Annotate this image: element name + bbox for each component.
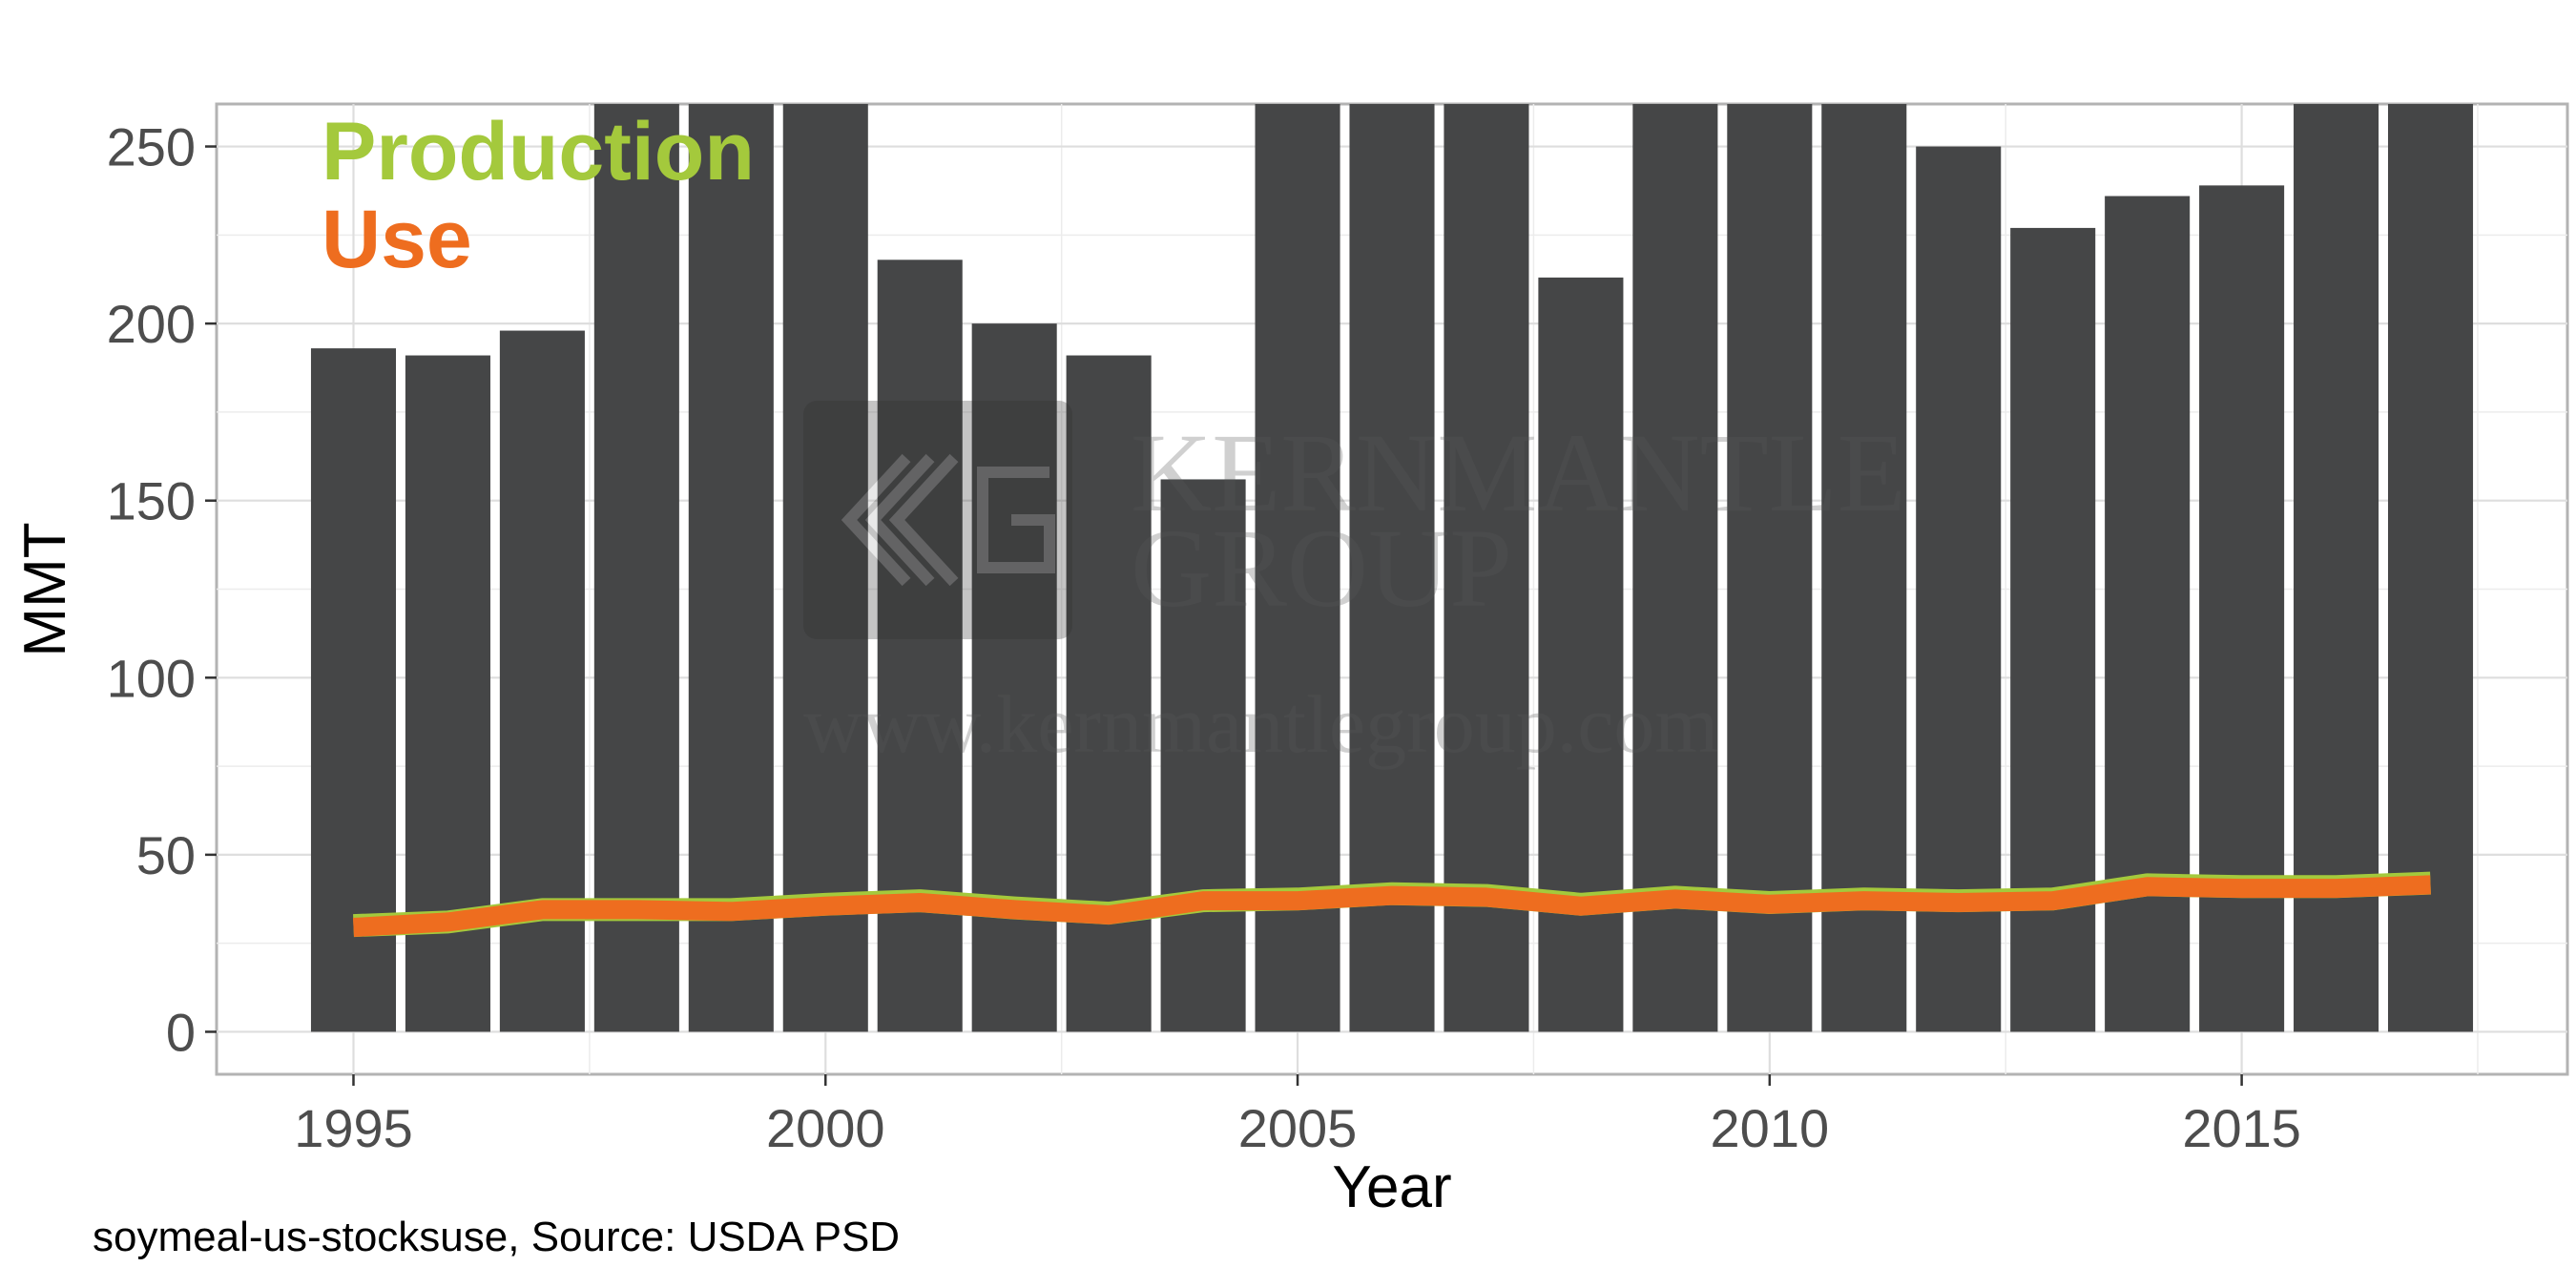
bar-1998: [593, 104, 679, 1032]
lines: [352, 871, 2431, 938]
x-tick-label: 2010: [1711, 1098, 1830, 1158]
bar-2013: [2010, 227, 2096, 1032]
watermark-url: www.kernmantlegroup.com: [803, 678, 1718, 770]
y-tick-label: 100: [107, 648, 196, 708]
bar-2011: [1821, 104, 1907, 1032]
x-tick-label: 2005: [1238, 1098, 1358, 1158]
bar-2007: [1444, 104, 1529, 1032]
bar-2008: [1538, 277, 1624, 1032]
bar-2014: [2105, 196, 2191, 1032]
line-use: [352, 875, 2431, 937]
caption: soymeal-us-stocksuse, Source: USDA PSD: [93, 1214, 901, 1260]
bar-2005: [1255, 104, 1340, 1032]
y-tick-label: 0: [166, 1002, 196, 1062]
x-tick-label: 1995: [294, 1098, 413, 1158]
bar-2015: [2199, 185, 2285, 1032]
x-tick-label: 2000: [766, 1098, 885, 1158]
bar-2010: [1727, 104, 1813, 1032]
watermark-line2: GROUP: [1131, 506, 1512, 631]
legend-production: Production: [322, 106, 755, 197]
y-axis: 0 50 100 150 200 250: [107, 117, 217, 1062]
x-tick-label: 2015: [2182, 1098, 2301, 1158]
y-axis-title: MMT: [12, 522, 78, 656]
bar-1997: [499, 330, 585, 1032]
watermark-logo-icon: [841, 453, 1055, 587]
bar-2006: [1349, 104, 1435, 1032]
y-tick-label: 250: [107, 117, 196, 177]
x-axis: 1995 2000 2005 2010 2015: [294, 1074, 2301, 1158]
bar-2009: [1632, 104, 1718, 1032]
bar-2000: [782, 104, 868, 1032]
x-axis-title: Year: [1332, 1154, 1451, 1220]
bar-1999: [688, 104, 774, 1032]
bar-2012: [1916, 146, 2002, 1032]
watermark-line1: KERNMANTLE: [1131, 410, 1906, 535]
watermark: KERNMANTLE GROUP www.kernmantlegroup.com: [803, 401, 1906, 770]
legend-use: Use: [322, 194, 472, 285]
y-tick-label: 150: [107, 471, 196, 531]
y-tick-label: 200: [107, 294, 196, 354]
bar-2004: [1160, 479, 1246, 1032]
y-tick-label: 50: [136, 825, 196, 885]
watermark-logo-box: [803, 401, 1072, 639]
bars: [310, 104, 2474, 1032]
bar-2001: [877, 260, 963, 1032]
